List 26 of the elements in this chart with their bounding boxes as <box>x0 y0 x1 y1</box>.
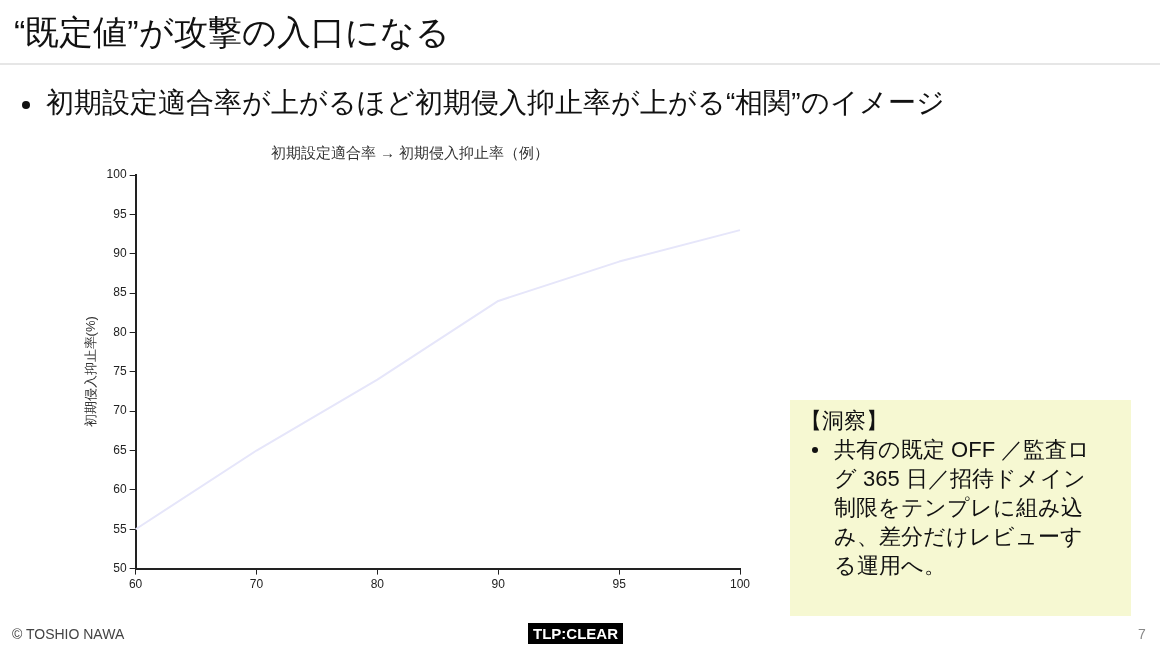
y-tick-label: 50 <box>113 560 127 575</box>
x-tick-label: 100 <box>729 577 751 592</box>
x-tick-label: 90 <box>491 577 506 592</box>
y-tick-label: 55 <box>113 521 127 536</box>
text: 7 <box>1138 626 1146 642</box>
y-tick-label: 95 <box>113 206 127 221</box>
y-tick-label: 65 <box>113 442 127 457</box>
y-tick-label: 75 <box>113 364 127 379</box>
text: 共有の既定 OFF ／監査ログ 365 日／招待ドメイン制限をテンプレに組み込み、差分だけレビューする運用へ。 <box>834 436 1092 580</box>
y-tick-label: 60 <box>113 482 127 497</box>
y-tick-label: 100 <box>106 167 127 182</box>
text: “既定値”が攻撃の入口になる <box>14 12 450 53</box>
x-tick-label: 80 <box>370 577 385 592</box>
y-tick-label: 90 <box>113 246 127 261</box>
y-tick-label: 80 <box>113 324 127 339</box>
text: 【洞察】 <box>800 407 889 435</box>
x-tick-label: 95 <box>612 577 627 592</box>
x-tick-label: 70 <box>249 577 264 592</box>
y-axis-title: 初期侵入抑止率(%) <box>83 316 99 428</box>
y-tick-label: 70 <box>113 403 127 418</box>
x-tick-label: 60 <box>128 577 143 592</box>
chart-title: 初期設定適合率 → 初期侵入抑止率（例） <box>270 144 550 162</box>
text: 初期設定適合率が上がるほど初期侵入抑止率が上がる“相関”のイメージ <box>46 86 945 120</box>
text: © TOSHIO NAWA <box>12 626 125 642</box>
y-tick-label: 85 <box>113 285 127 300</box>
text: TLP:CLEAR <box>528 623 623 644</box>
